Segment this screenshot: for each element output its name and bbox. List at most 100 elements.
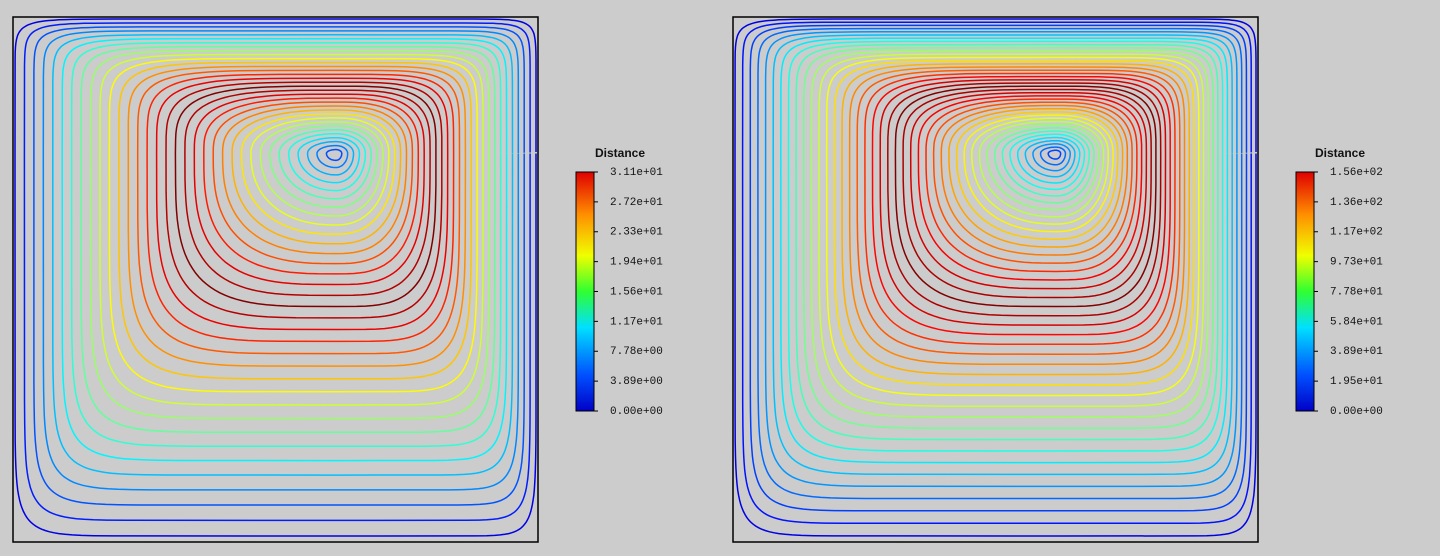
streamline [70, 41, 502, 448]
streamline [963, 114, 1114, 233]
streamline [757, 27, 1243, 500]
streamline [61, 38, 508, 462]
streamline [818, 53, 1205, 407]
streamline [203, 97, 420, 275]
streamline [803, 47, 1214, 430]
streamline [250, 117, 390, 226]
colorbar-label: 5.84e+01 [1330, 316, 1383, 328]
streamline [994, 127, 1095, 204]
streamline [146, 73, 455, 343]
streamline [1016, 136, 1081, 184]
streamline [741, 21, 1252, 525]
colorbar-label: 2.33e+01 [610, 227, 663, 239]
streamline [879, 79, 1167, 326]
streamline [887, 82, 1162, 317]
colorbar-label: 1.94e+01 [610, 257, 663, 269]
streamline [909, 91, 1148, 290]
streamline [848, 66, 1186, 366]
streamline [841, 63, 1191, 376]
streamline [184, 89, 431, 297]
streamline [118, 61, 473, 380]
streamline [136, 69, 461, 355]
streamline [734, 18, 1257, 537]
streamline [193, 93, 425, 286]
streamline [99, 53, 484, 406]
colorbar-label: 1.17e+02 [1330, 227, 1383, 239]
streamline [787, 40, 1224, 452]
colorbar-label: 0.00e+00 [1330, 406, 1383, 418]
streamline [52, 34, 514, 476]
colorbar [575, 171, 595, 412]
streamline [14, 18, 537, 537]
colorbar-label: 1.36e+02 [1330, 197, 1383, 209]
streamline [316, 144, 349, 169]
streamline [221, 105, 408, 255]
streamline [269, 125, 378, 208]
streamline [810, 50, 1210, 418]
streamline [1024, 139, 1076, 178]
streamline [1032, 143, 1071, 172]
colorbar-label: 1.95e+01 [1330, 376, 1383, 388]
colorbar-label: 1.17e+01 [610, 316, 663, 328]
streamline [925, 98, 1138, 273]
streamline [871, 75, 1171, 336]
streamline [894, 85, 1157, 308]
colorbar [1295, 171, 1315, 412]
colorbar-label: 7.78e+01 [1330, 286, 1383, 298]
streamline [971, 117, 1110, 225]
colorbar-title: Distance [595, 146, 645, 160]
streamline [23, 22, 531, 522]
streamline [297, 136, 361, 184]
streamline [749, 24, 1248, 512]
streamline [33, 26, 525, 506]
colorbar-label: 3.89e+01 [1330, 346, 1383, 358]
streamline [174, 85, 437, 308]
colorbar-title: Distance [1315, 146, 1365, 160]
streamline [212, 101, 414, 265]
streamline [108, 57, 478, 393]
colorbar-label: 1.56e+01 [610, 286, 663, 298]
streamline [986, 123, 1100, 211]
streamline [231, 109, 402, 245]
streamline [864, 72, 1176, 346]
panel: Distance 1.56e+02 1.36e+02 1.17e+02 9.73e+01… [732, 16, 1383, 543]
streamline [306, 140, 355, 176]
streamline [278, 129, 372, 200]
streamline [932, 101, 1133, 264]
streamline [856, 69, 1181, 355]
colorbar-label: 0.00e+00 [610, 406, 663, 418]
colorbar-label: 2.72e+01 [610, 197, 663, 209]
streamline [155, 77, 449, 331]
streamline [978, 120, 1105, 218]
streamline [1039, 146, 1067, 166]
streamline [1047, 149, 1062, 160]
streamline [825, 56, 1200, 397]
streamline [1001, 130, 1090, 197]
colorbar-label: 3.89e+00 [610, 376, 663, 388]
streamline [325, 148, 343, 162]
streamline [948, 107, 1124, 248]
colorbar-label: 3.11e+01 [610, 167, 663, 179]
streamline [127, 65, 467, 367]
streamline [780, 37, 1229, 464]
streamline [165, 81, 443, 319]
streamline [287, 132, 367, 192]
streamline [940, 104, 1129, 256]
streamline [89, 49, 490, 420]
colorbar-label: 7.78e+00 [610, 346, 663, 358]
panel: Distance 3.11e+01 2.72e+01 2.33e+01 1.94e+01… [12, 16, 663, 543]
streamline [772, 34, 1233, 476]
streamline [833, 59, 1195, 386]
streamline [917, 95, 1143, 281]
colorbar-label: 1.56e+02 [1330, 167, 1383, 179]
streamline [764, 31, 1238, 488]
streamline [42, 30, 520, 491]
streamline [240, 113, 396, 235]
streamline [80, 45, 496, 433]
streamline [795, 43, 1219, 441]
streamline [955, 111, 1119, 240]
streamline [902, 88, 1152, 299]
colorbar-label: 9.73e+01 [1330, 257, 1383, 269]
